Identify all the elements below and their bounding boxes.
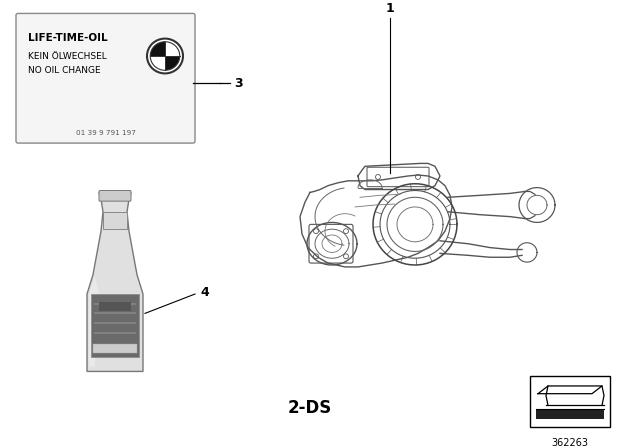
Polygon shape xyxy=(91,294,139,357)
FancyBboxPatch shape xyxy=(16,13,195,143)
Wedge shape xyxy=(150,42,165,56)
Circle shape xyxy=(147,39,183,73)
Text: 1: 1 xyxy=(386,2,394,15)
Bar xyxy=(103,212,127,229)
Bar xyxy=(99,302,131,311)
Wedge shape xyxy=(165,56,180,70)
Text: LIFE-TIME-OIL: LIFE-TIME-OIL xyxy=(28,33,108,43)
Bar xyxy=(530,376,610,426)
Text: NO OIL CHANGE: NO OIL CHANGE xyxy=(28,66,100,75)
Text: KEIN ÖLWECHSEL: KEIN ÖLWECHSEL xyxy=(28,52,107,61)
Bar xyxy=(93,345,137,353)
Text: 4: 4 xyxy=(200,285,209,299)
Bar xyxy=(536,409,604,419)
Polygon shape xyxy=(89,276,99,366)
Text: 362263: 362263 xyxy=(552,438,589,448)
Text: 2-DS: 2-DS xyxy=(288,399,332,417)
Wedge shape xyxy=(150,56,165,70)
FancyBboxPatch shape xyxy=(99,190,131,201)
Polygon shape xyxy=(87,193,143,371)
Text: 01 39 9 791 197: 01 39 9 791 197 xyxy=(76,129,136,136)
Text: 3: 3 xyxy=(234,77,243,90)
Wedge shape xyxy=(165,42,180,56)
